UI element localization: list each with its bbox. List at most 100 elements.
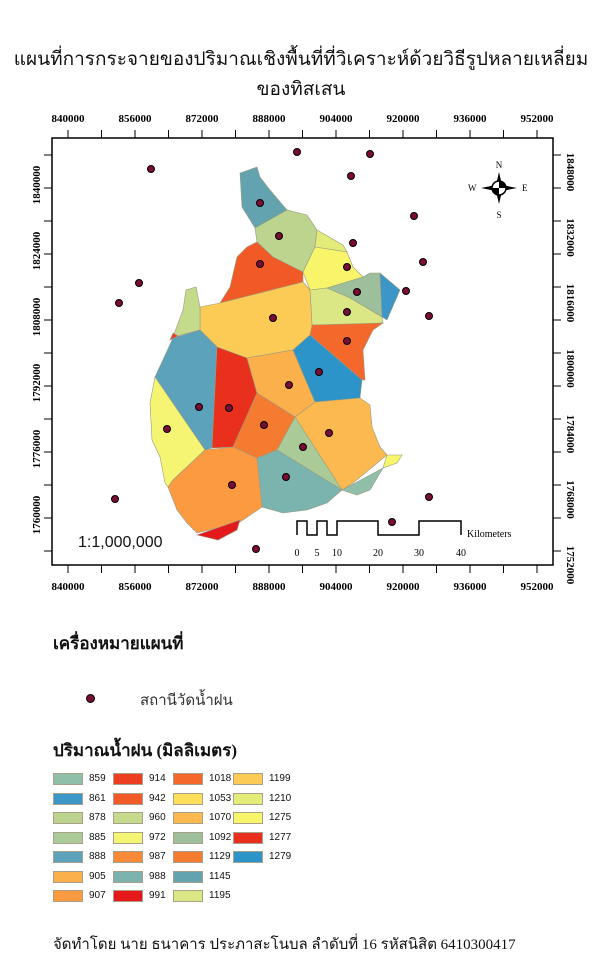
- zone-1279: [292, 334, 363, 403]
- legend-value: 1129: [209, 851, 231, 862]
- rain-station-marker: [228, 481, 236, 489]
- legend-value: 859: [89, 773, 106, 784]
- rain-station-marker: [402, 287, 410, 295]
- legend-swatch: [113, 890, 143, 902]
- y-tick-label-left: 1808000: [31, 297, 43, 336]
- rain-station-marker: [256, 260, 264, 268]
- legend-value: 1199: [269, 773, 291, 784]
- x-tick-label-top: 936000: [454, 113, 488, 125]
- legend-swatch: [233, 792, 263, 805]
- legend-value: 942: [149, 792, 166, 804]
- x-tick-label-bottom: 856000: [119, 581, 153, 593]
- rain-station-marker: [225, 404, 233, 412]
- scale-label: 30: [414, 548, 424, 559]
- legend-swatch: [173, 812, 203, 824]
- legend-swatch: [53, 792, 83, 805]
- y-tick-label-left: 1760000: [31, 495, 43, 534]
- legend-value: 914: [149, 773, 166, 784]
- rain-station-marker: [410, 212, 418, 220]
- legend-swatch: [53, 851, 83, 863]
- legend-swatch: [173, 773, 203, 785]
- legend-value: 885: [89, 831, 106, 843]
- legend-value: 1092: [209, 831, 232, 843]
- x-tick-label-top: 856000: [119, 113, 153, 125]
- rain-station-marker: [325, 429, 333, 437]
- scale-label: 10: [332, 548, 342, 559]
- east-label: E: [522, 183, 528, 193]
- legend-heading: เครื่องหมายแผนที่: [53, 634, 184, 653]
- zone-907: [167, 446, 263, 534]
- legend-swatch: [53, 870, 83, 883]
- legend-value: 878: [89, 812, 106, 823]
- station-legend-label: สถานีวัดน้ำฝน: [140, 693, 233, 709]
- x-tick-label-bottom: 920000: [387, 581, 421, 593]
- scale-label: 5: [315, 548, 320, 559]
- x-tick-label-bottom: 936000: [454, 581, 488, 593]
- rain-station-marker: [349, 239, 357, 247]
- zone-991: [195, 519, 241, 541]
- rain-station-marker: [299, 443, 307, 451]
- rain-station-marker: [388, 518, 396, 526]
- north-arrow: N S E W: [468, 160, 528, 220]
- legend-swatch: [233, 773, 263, 785]
- legend-swatch: [53, 773, 83, 785]
- legend-value: 1279: [269, 851, 292, 862]
- legend-swatch: [113, 773, 143, 785]
- scale-bar-labels: 0 5 10 20 30 40: [295, 548, 467, 559]
- station-symbol-icon: [86, 694, 95, 703]
- rain-station-marker: [285, 381, 293, 389]
- rain-station-marker: [419, 258, 427, 266]
- rain-station-marker: [425, 312, 433, 320]
- legend-swatch: [113, 792, 143, 805]
- zone-1275b: [382, 454, 403, 469]
- legend-value: 1277: [269, 831, 292, 843]
- legend-value: 1195: [209, 890, 231, 901]
- rain-station-marker: [195, 403, 203, 411]
- zone-988: [256, 449, 343, 514]
- x-tick-label-top: 952000: [521, 113, 555, 125]
- legend-value: 1070: [209, 812, 232, 823]
- rain-station-marker: [260, 421, 268, 429]
- scale-ratio: 1:1,000,000: [78, 534, 163, 551]
- y-tick-label-left: 1776000: [31, 429, 43, 468]
- y-tick-label-right: 1832000: [564, 218, 576, 257]
- x-tick-label-bottom: 952000: [521, 581, 555, 593]
- axis-ticks: 840000 840000 856000 856000 872000 872000 8880…: [31, 113, 576, 593]
- legend-swatch: [233, 831, 263, 844]
- y-tick-label-left: 1840000: [31, 165, 43, 204]
- legend-swatch: [53, 890, 83, 902]
- zone-1070: [294, 397, 388, 491]
- rain-station-marker: [147, 165, 155, 173]
- x-tick-label-bottom: 904000: [320, 581, 354, 593]
- legend-swatch: [113, 870, 143, 883]
- rain-station-marker: [366, 150, 374, 158]
- rain-station-marker: [315, 368, 323, 376]
- rain-stations: [111, 148, 433, 553]
- zone-960: [172, 286, 201, 338]
- rain-station-marker: [252, 545, 260, 553]
- y-tick-label-right: 1784000: [564, 415, 576, 454]
- legend-swatch: [53, 812, 83, 824]
- legend-value: 1275: [269, 812, 292, 823]
- legend-swatch: [173, 831, 203, 844]
- legend-value: 907: [89, 890, 106, 901]
- rain-station-marker: [343, 308, 351, 316]
- legend-swatch: [113, 851, 143, 863]
- thiessen-polygons: [149, 166, 403, 541]
- legend-value: 1145: [209, 870, 231, 882]
- zone-861: [379, 272, 401, 321]
- rain-station-marker: [343, 337, 351, 345]
- map-frame: [51, 137, 554, 566]
- y-tick-label-right: 1752000: [564, 546, 576, 585]
- footer-credit: จัดทำโดย นาย ธนาคาร ประภาสะโนบล ลำดับที่…: [53, 937, 516, 953]
- north-label: N: [496, 160, 503, 170]
- y-tick-label-right: 1800000: [564, 349, 576, 388]
- legend-swatch: [173, 870, 203, 883]
- rain-station-marker: [293, 148, 301, 156]
- map-title: แผนที่การกระจายของปริมาณเชิงพื้นที่ที่วิ…: [13, 49, 589, 100]
- x-tick-label-top: 888000: [253, 113, 287, 125]
- west-label: W: [468, 183, 477, 193]
- scale-label: 0: [295, 548, 300, 559]
- x-tick-label-top: 904000: [320, 113, 354, 125]
- rain-station-marker: [282, 473, 290, 481]
